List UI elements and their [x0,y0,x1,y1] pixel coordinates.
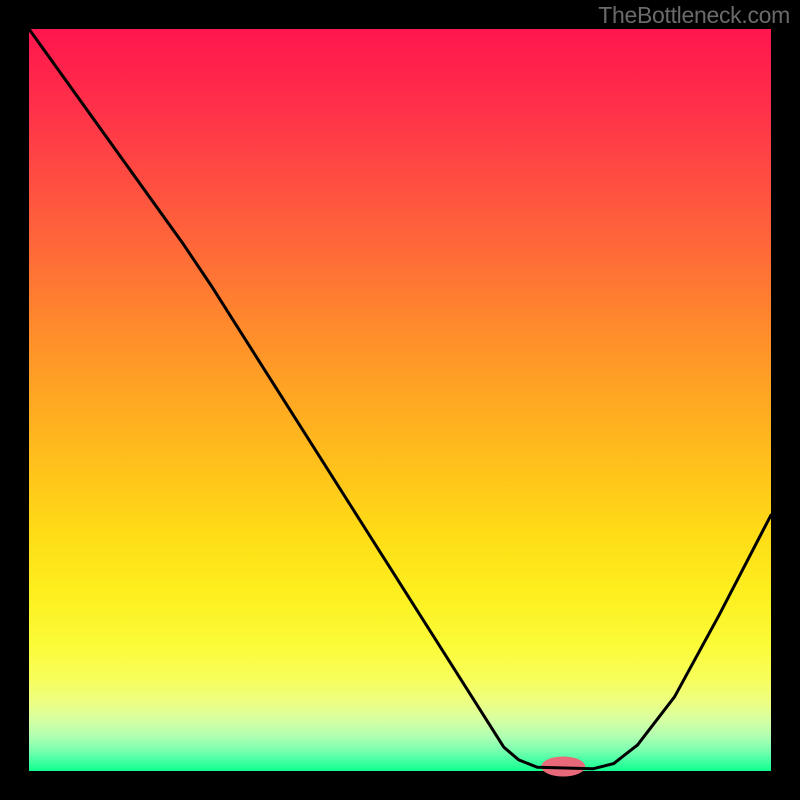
bottleneck-chart-svg [0,0,800,800]
watermark-label: TheBottleneck.com [598,2,790,29]
chart-plot-area [29,29,771,771]
chart-root: TheBottleneck.com [0,0,800,800]
